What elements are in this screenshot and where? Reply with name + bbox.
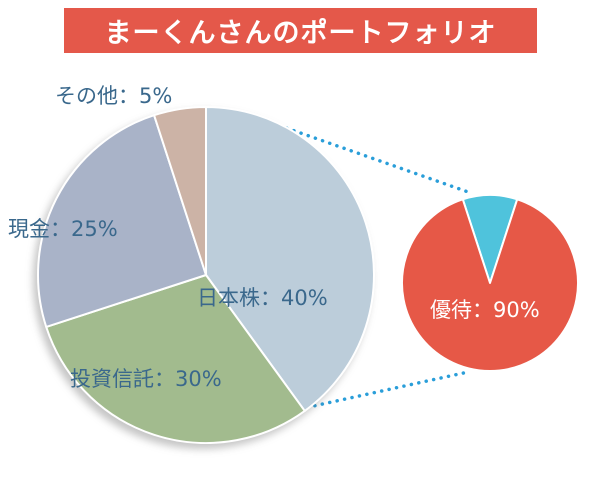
label-japan-stocks-slice: 日本株：40%	[197, 286, 328, 310]
label-other-slice: その他：5%	[55, 84, 173, 108]
label-cash-slice: 現金：25%	[8, 217, 118, 241]
pie-slice	[153, 106, 207, 276]
pie-slice	[45, 274, 306, 444]
portfolio-pie	[36, 106, 375, 444]
pie-slice	[36, 114, 207, 328]
zoom-connector-bottom	[298, 370, 470, 411]
pie-slice	[401, 198, 579, 373]
pie-slice	[205, 106, 375, 412]
label-shareholder-benefit-slice: 優待：90%	[430, 298, 540, 322]
page-title: まーくんさんのポートフォリオ	[64, 8, 537, 53]
breakdown-pie	[401, 194, 579, 373]
label-investment-trust-slice: 投資信託：30%	[70, 367, 222, 391]
